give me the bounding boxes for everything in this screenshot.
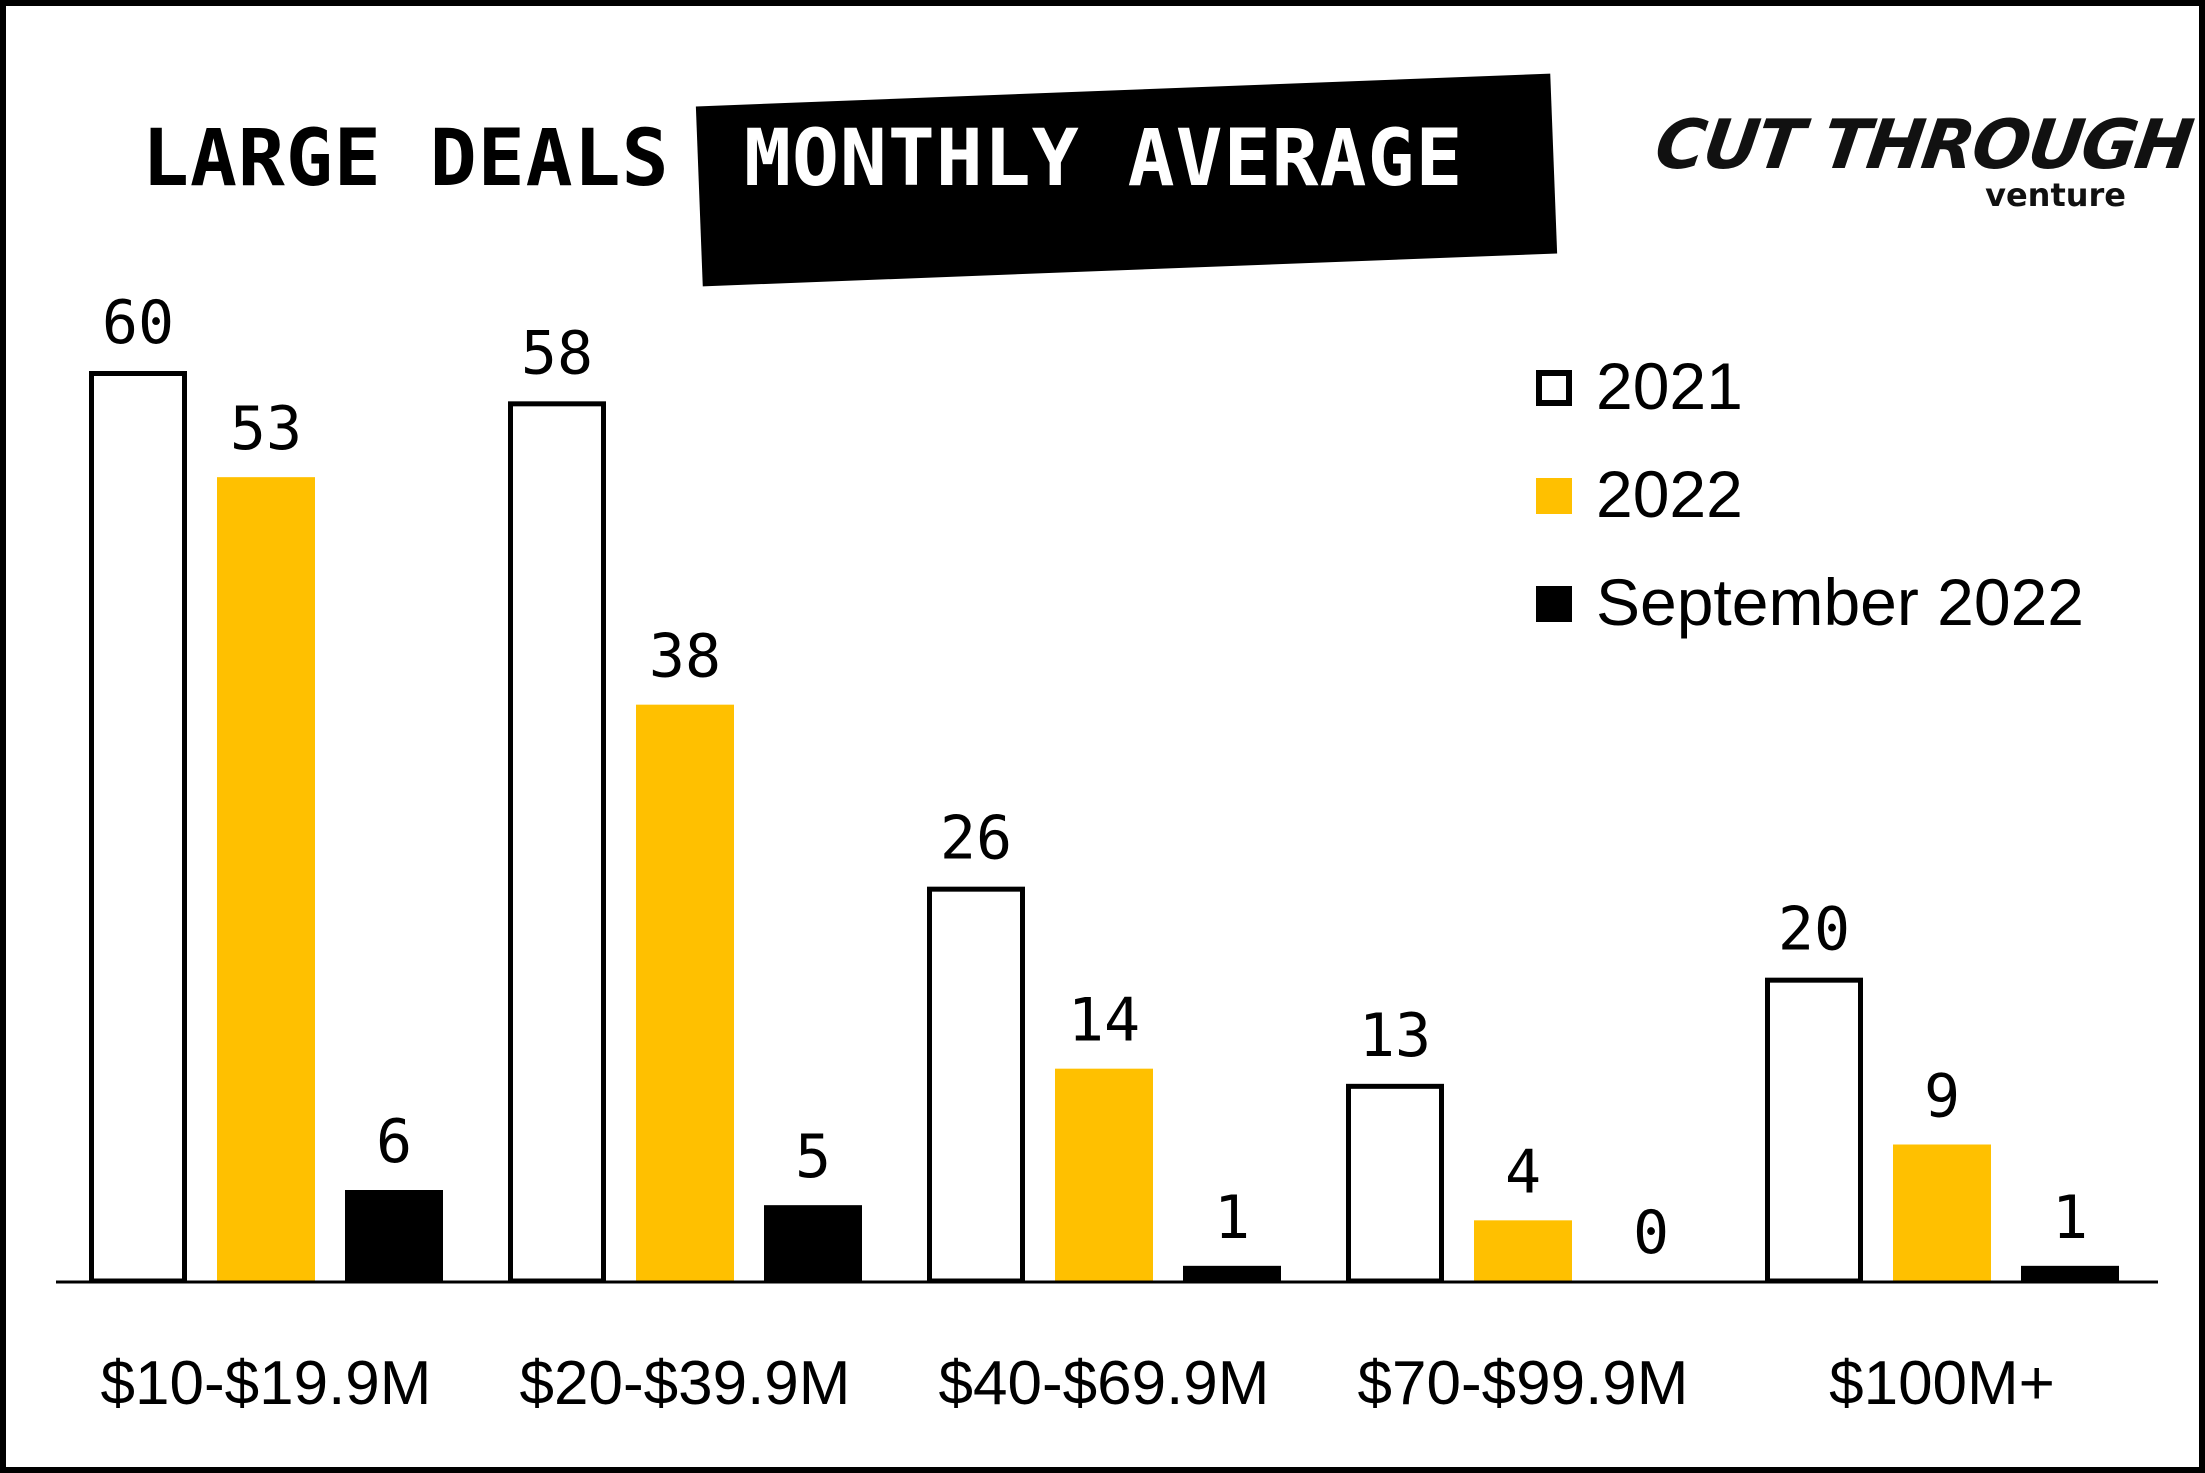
bar-2021-70-99-9m — [1346, 1083, 1444, 1284]
bar-september-2022-10-19-9m — [345, 1190, 443, 1281]
data-label-september-2022-100m: 1 — [2052, 1183, 2088, 1253]
bar-2022-70-99-9m — [1474, 1220, 1572, 1281]
bar-2022-10-19-9m — [217, 477, 315, 1282]
bar-september-2022-40-69-9m — [1183, 1265, 1281, 1281]
legend-label-september-2022: September 2022 — [1596, 565, 2085, 639]
chart-title-right: MONTHLY AVERAGE — [744, 114, 1464, 204]
bar-2021-100m — [1765, 977, 1863, 1284]
logo-sub-text: venture — [1985, 176, 2126, 214]
data-label-september-2022-20-39-9m: 5 — [795, 1122, 831, 1192]
legend-label-2021: 2021 — [1596, 349, 1743, 423]
data-label-2021-20-39-9m: 58 — [521, 318, 593, 388]
data-label-2022-20-39-9m: 38 — [649, 622, 721, 692]
bar-2022-100m — [1893, 1144, 1991, 1281]
bar-2021-40-69-9m — [927, 886, 1025, 1284]
data-label-september-2022-70-99-9m: 0 — [1633, 1198, 1669, 1268]
data-label-september-2022-10-19-9m: 6 — [376, 1107, 412, 1177]
data-label-2021-40-69-9m: 26 — [940, 804, 1012, 874]
data-label-2022-40-69-9m: 14 — [1068, 986, 1140, 1056]
category-label-40-69-9m: $40-$69.9M — [939, 1349, 1270, 1418]
bar-2021-10-19-9m — [89, 371, 187, 1284]
data-label-2022-70-99-9m: 4 — [1505, 1137, 1541, 1207]
bar-2021-20-39-9m — [508, 401, 606, 1284]
data-label-2021-70-99-9m: 13 — [1359, 1001, 1431, 1071]
bar-2022-40-69-9m — [1055, 1068, 1153, 1281]
category-label-70-99-9m: $70-$99.9M — [1358, 1349, 1689, 1418]
data-label-september-2022-40-69-9m: 1 — [1214, 1183, 1250, 1253]
data-label-2021-10-19-9m: 60 — [102, 288, 174, 358]
legend-swatch-september-2022 — [1536, 586, 1572, 622]
brand-logo: CUT THROUGH venture — [1650, 106, 2196, 216]
bar-2022-20-39-9m — [636, 704, 734, 1281]
bar-chart: 60536$10-$19.9M58385$20-$39.9M26141$40-$… — [56, 288, 2158, 1418]
bar-september-2022-20-39-9m — [764, 1205, 862, 1281]
category-label-100m: $100M+ — [1829, 1349, 2055, 1418]
chart-title-left: LARGE DEALS — [142, 114, 670, 204]
data-label-2022-100m: 9 — [1924, 1062, 1960, 1132]
category-label-20-39-9m: $20-$39.9M — [520, 1349, 851, 1418]
legend-label-2022: 2022 — [1596, 457, 1743, 531]
legend-swatch-2021 — [1536, 370, 1572, 406]
bar-september-2022-100m — [2021, 1265, 2119, 1281]
data-label-2022-10-19-9m: 53 — [230, 394, 302, 464]
category-label-10-19-9m: $10-$19.9M — [101, 1349, 432, 1418]
legend-swatch-2022 — [1536, 478, 1572, 514]
data-label-2021-100m: 20 — [1778, 895, 1850, 965]
